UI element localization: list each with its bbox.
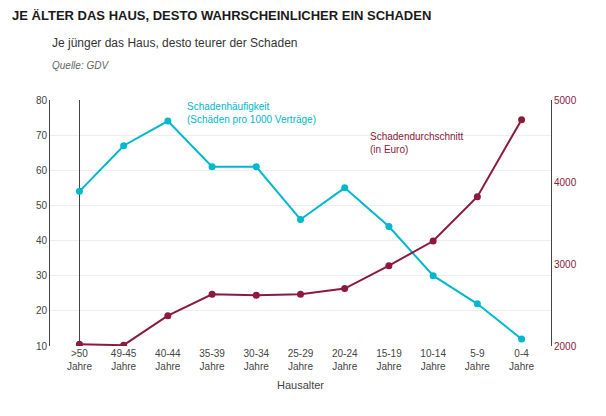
svg-text:40-44Jahre: 40-44Jahre bbox=[155, 348, 181, 372]
svg-text:Schadenhäufigkeit(Schäden pro: Schadenhäufigkeit(Schäden pro 1000 Vertr… bbox=[187, 101, 316, 125]
svg-text:30-34Jahre: 30-34Jahre bbox=[244, 348, 270, 372]
svg-text:50: 50 bbox=[36, 200, 48, 211]
svg-text:Quelle: GDV: Quelle: GDV bbox=[52, 60, 109, 71]
svg-text:>50Jahre: >50Jahre bbox=[67, 348, 92, 372]
svg-text:49-45Jahre: 49-45Jahre bbox=[111, 348, 137, 372]
svg-text:40: 40 bbox=[36, 235, 48, 246]
svg-text:5000: 5000 bbox=[554, 95, 577, 106]
svg-text:25-29Jahre: 25-29Jahre bbox=[288, 348, 314, 372]
svg-text:30: 30 bbox=[36, 270, 48, 281]
svg-text:10: 10 bbox=[36, 341, 48, 352]
svg-text:15-19Jahre: 15-19Jahre bbox=[376, 348, 402, 372]
svg-text:Je jünger das Haus, desto teur: Je jünger das Haus, desto teurer der Sch… bbox=[52, 36, 297, 50]
svg-text:Schadendurchschnitt(in Euro): Schadendurchschnitt(in Euro) bbox=[370, 131, 464, 155]
svg-text:20: 20 bbox=[36, 305, 48, 316]
svg-text:80: 80 bbox=[36, 95, 48, 106]
svg-text:0-4Jahre: 0-4Jahre bbox=[509, 348, 534, 372]
svg-text:70: 70 bbox=[36, 130, 48, 141]
svg-text:35-39Jahre: 35-39Jahre bbox=[199, 348, 225, 372]
svg-text:2000: 2000 bbox=[554, 341, 577, 352]
svg-text:3000: 3000 bbox=[554, 259, 577, 270]
svg-text:5-9Jahre: 5-9Jahre bbox=[465, 348, 490, 372]
svg-text:20-24Jahre: 20-24Jahre bbox=[332, 348, 358, 372]
svg-text:60: 60 bbox=[36, 165, 48, 176]
svg-text:JE ÄLTER DAS HAUS, DESTO WAHRS: JE ÄLTER DAS HAUS, DESTO WAHRSCHEINLICHE… bbox=[12, 8, 431, 23]
svg-text:Hausalter: Hausalter bbox=[277, 379, 324, 391]
svg-text:4000: 4000 bbox=[554, 177, 577, 188]
svg-text:10-14Jahre: 10-14Jahre bbox=[420, 348, 446, 372]
